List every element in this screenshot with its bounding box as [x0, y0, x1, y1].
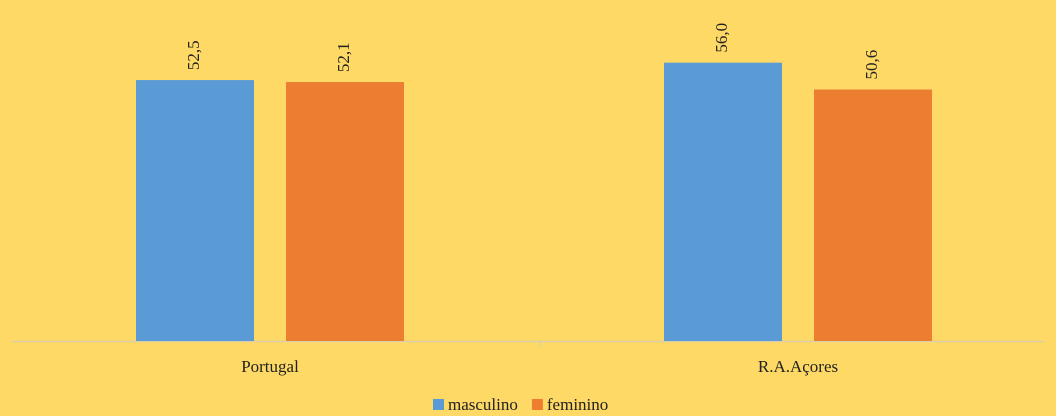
x-tick-label: Portugal [241, 357, 299, 376]
bar [814, 89, 932, 341]
legend-label: masculino [448, 395, 518, 414]
legend-swatch [433, 399, 444, 410]
bar [664, 62, 782, 342]
data-label: 50,6 [862, 50, 881, 80]
x-tick-label: R.A.Açores [758, 357, 838, 376]
data-label: 52,5 [184, 40, 203, 70]
data-label: 52,1 [334, 42, 353, 72]
legend-label: feminino [547, 395, 608, 414]
bar [136, 80, 254, 341]
data-label: 56,0 [712, 23, 731, 53]
legend-swatch [531, 399, 543, 410]
bar [286, 82, 404, 342]
